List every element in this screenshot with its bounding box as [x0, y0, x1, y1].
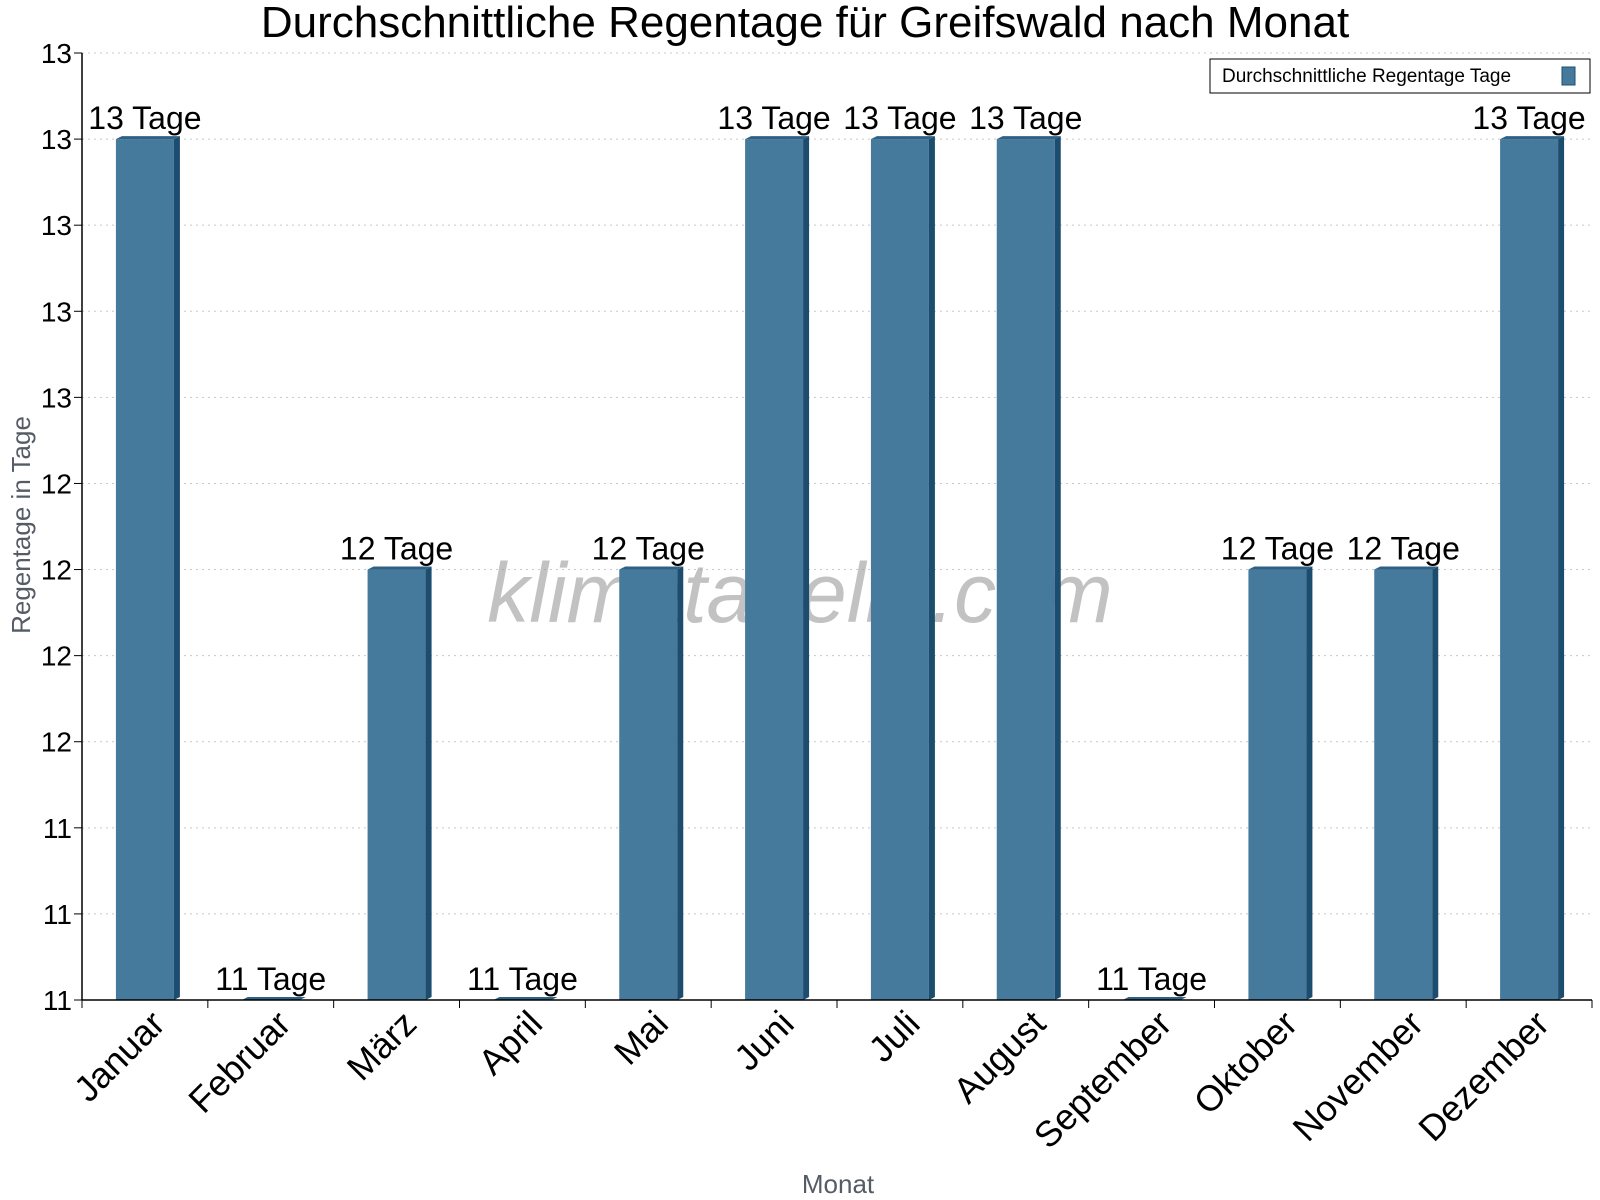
y-tick-label: 11: [43, 813, 72, 844]
y-tick-label: 12: [41, 468, 72, 499]
bar-side: [928, 136, 935, 1000]
bar-top: [1374, 566, 1439, 570]
data-label: 11 Tage: [1096, 961, 1207, 997]
bar-side: [1432, 566, 1439, 1000]
bar-side: [1306, 566, 1313, 1000]
x-tick-label: Januar: [66, 1003, 173, 1110]
data-label: 13 Tage: [717, 100, 830, 136]
bar: [996, 139, 1055, 1000]
bar: [1374, 569, 1433, 1000]
bar-side: [677, 566, 684, 1000]
bar-side: [1558, 136, 1565, 1000]
y-tick-label: 12: [41, 555, 72, 586]
x-tick-label: November: [1284, 1003, 1430, 1149]
x-tick-label: Dezember: [1410, 1003, 1556, 1149]
chart-title: Durchschnittliche Regentage für Greifswa…: [261, 0, 1349, 47]
y-tick-label: 13: [41, 296, 72, 327]
bar-side: [173, 136, 180, 1000]
data-label: 13 Tage: [843, 100, 956, 136]
bar: [367, 569, 426, 1000]
bar-top: [996, 136, 1061, 140]
y-tick-label: 12: [41, 641, 72, 672]
bar-top: [870, 136, 935, 140]
x-tick-label: Oktober: [1186, 1003, 1306, 1123]
bar: [115, 139, 174, 1000]
bars: [115, 136, 1565, 1000]
bar-top: [1248, 566, 1313, 570]
data-label: 13 Tage: [1472, 100, 1585, 136]
data-label: 13 Tage: [88, 100, 201, 136]
bar: [1248, 569, 1307, 1000]
y-tick-label: 13: [41, 124, 72, 155]
y-axis-label: Regentage in Tage: [6, 416, 36, 634]
legend-swatch: [1561, 66, 1576, 86]
x-axis-label: Monat: [802, 1169, 875, 1199]
data-label: 13 Tage: [969, 100, 1082, 136]
bar-side: [1054, 136, 1061, 1000]
legend-label: Durchschnittliche Regentage Tage: [1222, 66, 1511, 87]
bar: [619, 569, 678, 1000]
x-tick-label: Mai: [606, 1003, 676, 1073]
y-tick-label: 11: [43, 985, 72, 1016]
x-tick-label: Juli: [860, 1003, 927, 1070]
legend: Durchschnittliche Regentage Tage: [1209, 58, 1591, 94]
y-tick-label: 11: [43, 899, 72, 930]
y-tick-label: 13: [41, 38, 72, 69]
data-label: 11 Tage: [467, 961, 578, 997]
bar-top: [1500, 136, 1565, 140]
bar: [1500, 139, 1559, 1000]
data-labels: 13 Tage 11 Tage 12 Tage 11 Tage 12 Tage 13 Ta…: [88, 100, 1585, 997]
y-tick-label: 13: [41, 210, 72, 241]
bar-side: [425, 566, 432, 1000]
data-label: 12 Tage: [1347, 531, 1460, 567]
y-tick-label: 12: [41, 727, 72, 758]
bar-top: [619, 566, 684, 570]
x-tick-label: Juni: [726, 1003, 802, 1079]
bar-top: [745, 136, 810, 140]
bar: [870, 139, 929, 1000]
bar-top: [115, 136, 180, 140]
grid-lines: [82, 52, 1592, 915]
x-tick-label: Februar: [180, 1003, 298, 1121]
y-tick-label: 13: [41, 382, 72, 413]
data-label: 12 Tage: [1221, 531, 1334, 567]
bar-side: [803, 136, 810, 1000]
legend-box: [1209, 58, 1591, 94]
data-label: 12 Tage: [592, 531, 705, 567]
data-label: 12 Tage: [340, 531, 453, 567]
x-tick-label: April: [470, 1003, 550, 1083]
x-tick-label: September: [1026, 1003, 1180, 1157]
x-tick-label: August: [945, 1003, 1053, 1111]
x-tick-label: März: [339, 1003, 425, 1089]
bar: [745, 139, 804, 1000]
bar-top: [367, 566, 432, 570]
data-label: 11 Tage: [215, 961, 326, 997]
